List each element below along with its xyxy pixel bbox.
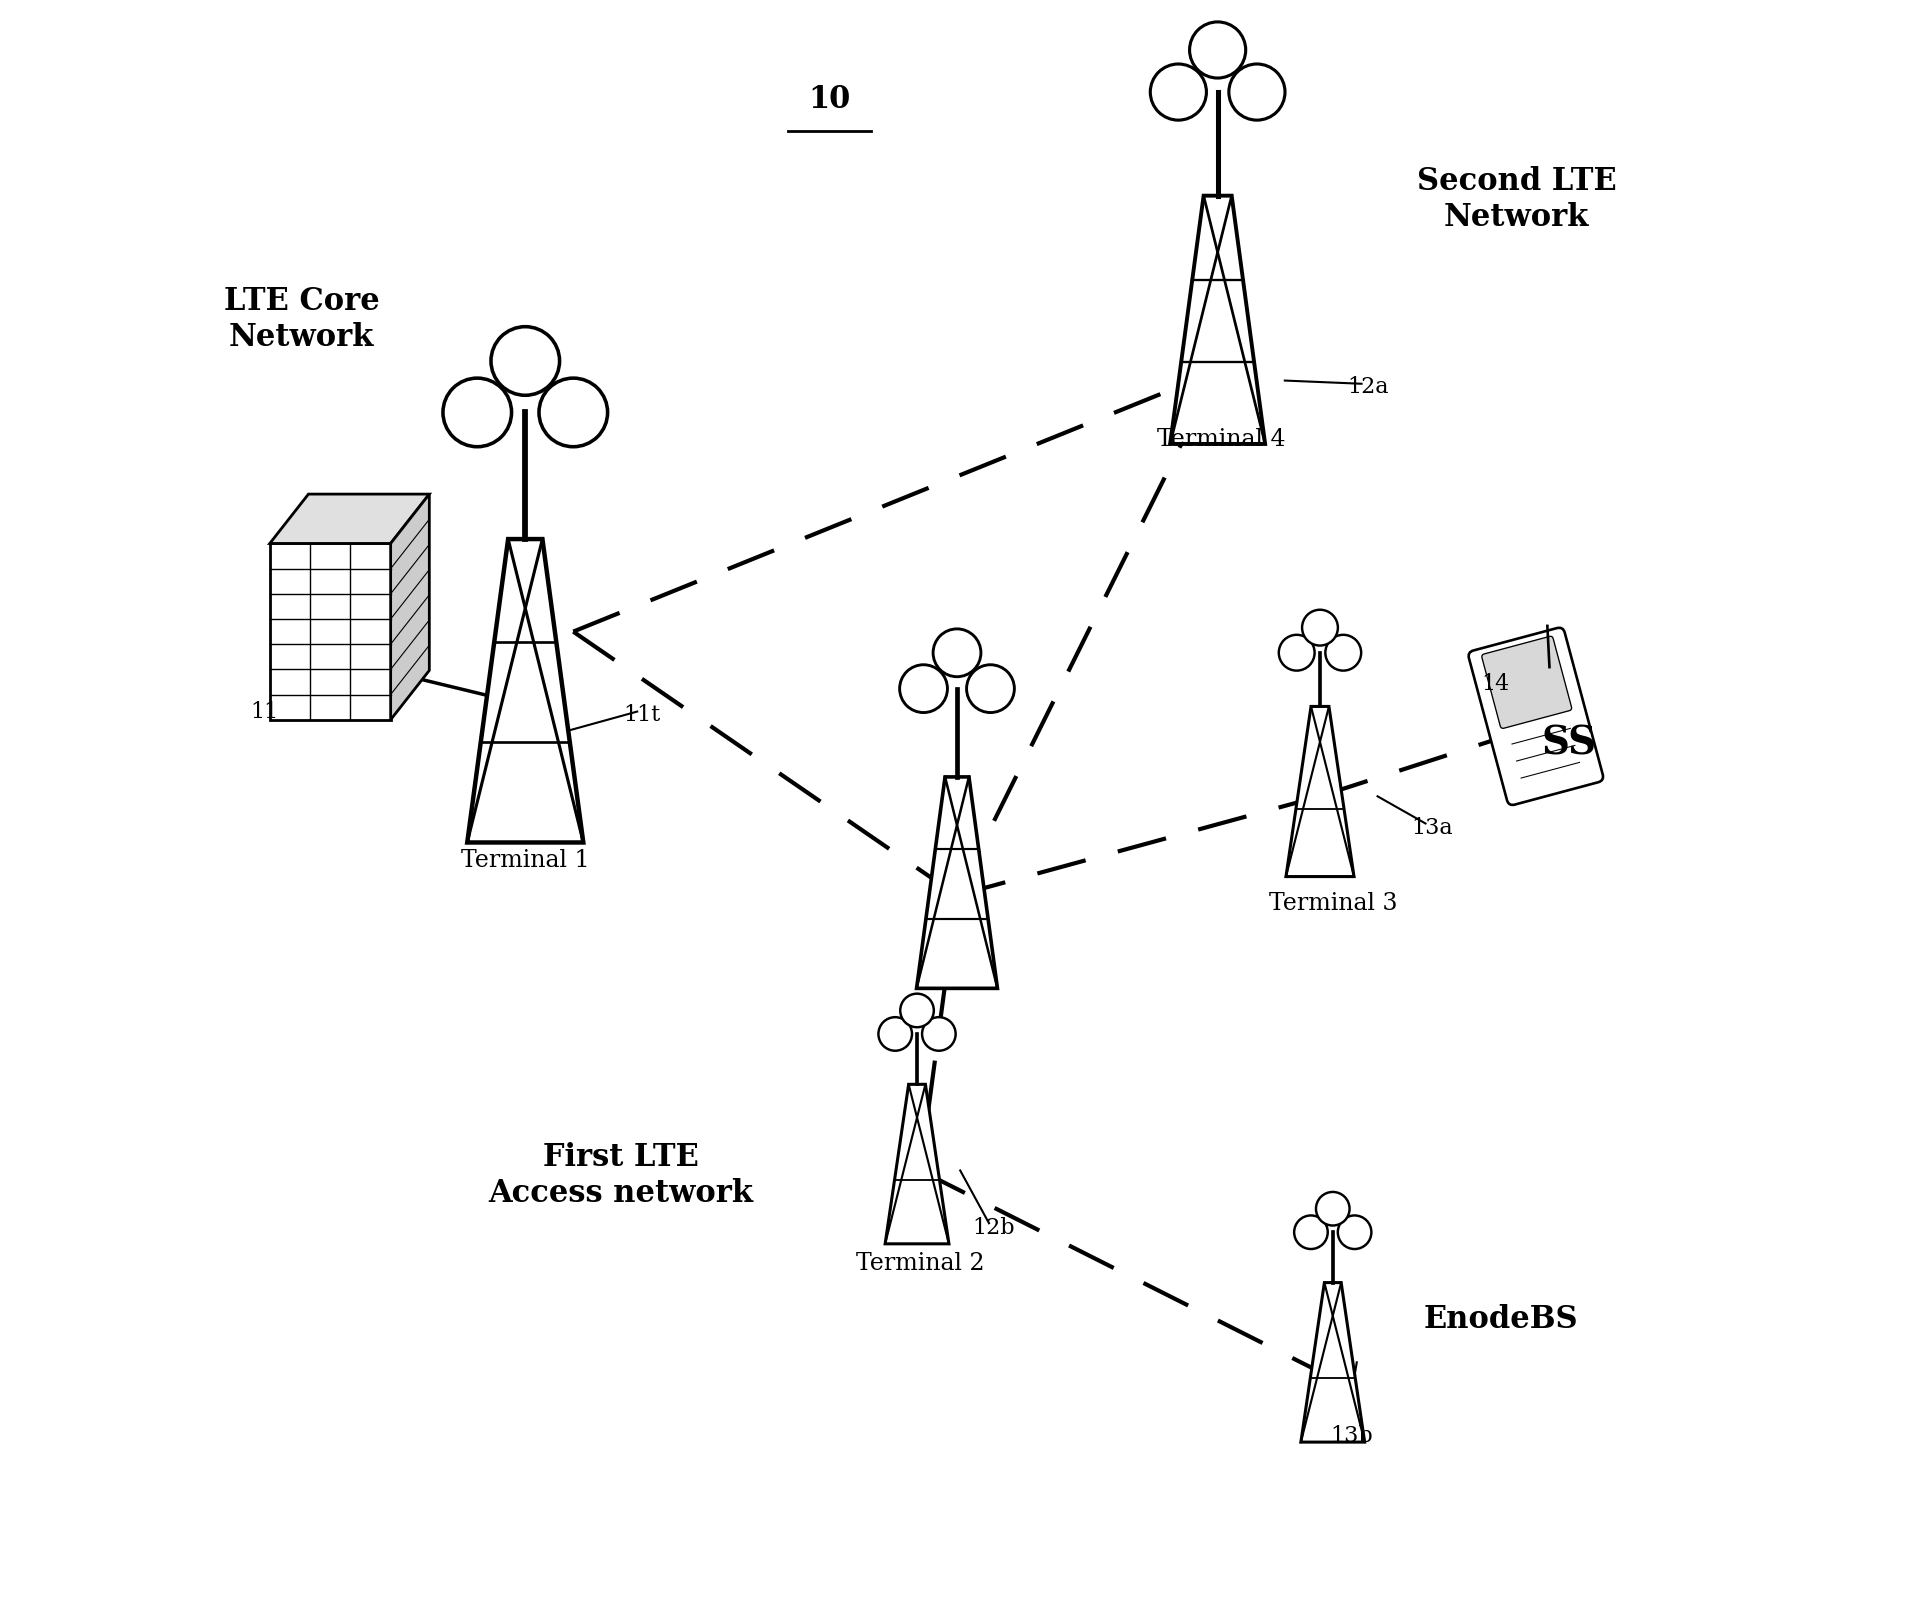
Text: LTE Core
Network: LTE Core Network <box>224 286 380 353</box>
FancyBboxPatch shape <box>1482 636 1571 728</box>
Polygon shape <box>917 777 998 988</box>
Polygon shape <box>1170 195 1266 445</box>
Bar <box>270 544 390 720</box>
Polygon shape <box>886 1084 950 1244</box>
Text: First LTE
Access network: First LTE Access network <box>488 1142 755 1209</box>
Text: Terminal 2: Terminal 2 <box>855 1252 984 1274</box>
Circle shape <box>967 665 1015 713</box>
Text: Terminal 1: Terminal 1 <box>461 849 589 871</box>
Text: Terminal 3: Terminal 3 <box>1268 892 1397 915</box>
Circle shape <box>932 628 980 676</box>
Text: 12b: 12b <box>973 1217 1015 1239</box>
Text: 12a: 12a <box>1347 376 1390 398</box>
Polygon shape <box>1285 707 1355 876</box>
Circle shape <box>1326 635 1361 670</box>
Text: SS: SS <box>1542 724 1596 763</box>
Polygon shape <box>270 494 428 544</box>
Circle shape <box>1295 1215 1328 1249</box>
Circle shape <box>490 326 560 395</box>
Circle shape <box>1303 609 1337 646</box>
Circle shape <box>923 1017 955 1051</box>
Polygon shape <box>467 539 583 843</box>
Text: 11: 11 <box>251 700 278 723</box>
Circle shape <box>1337 1215 1372 1249</box>
Text: 14: 14 <box>1482 673 1509 696</box>
Text: Terminal 4: Terminal 4 <box>1156 429 1285 451</box>
Text: 13a: 13a <box>1411 817 1453 839</box>
Circle shape <box>1316 1191 1349 1225</box>
Circle shape <box>538 377 608 446</box>
Circle shape <box>1280 635 1314 670</box>
Circle shape <box>899 993 934 1027</box>
Circle shape <box>1189 22 1245 78</box>
Text: 13b: 13b <box>1330 1425 1374 1447</box>
Circle shape <box>878 1017 913 1051</box>
Circle shape <box>444 377 511 446</box>
Text: Second LTE
Network: Second LTE Network <box>1417 166 1617 233</box>
Text: 11t: 11t <box>623 704 660 726</box>
Circle shape <box>899 665 948 713</box>
Polygon shape <box>1301 1282 1365 1442</box>
Circle shape <box>1150 64 1206 120</box>
Text: 10: 10 <box>809 83 851 115</box>
Circle shape <box>1229 64 1285 120</box>
Polygon shape <box>390 494 428 720</box>
Text: EnodeBS: EnodeBS <box>1422 1303 1579 1335</box>
FancyBboxPatch shape <box>1469 628 1604 804</box>
